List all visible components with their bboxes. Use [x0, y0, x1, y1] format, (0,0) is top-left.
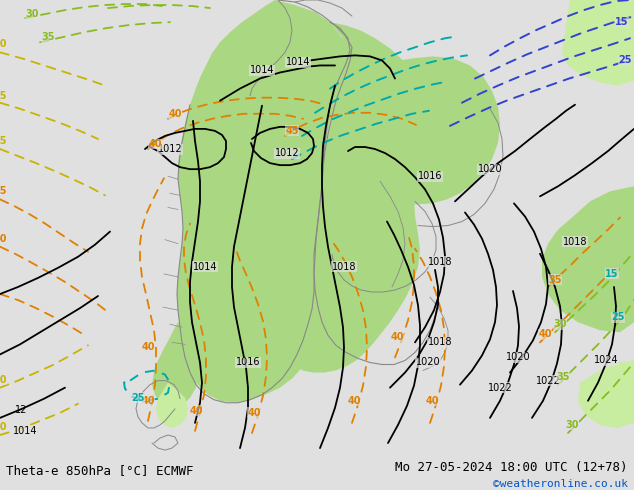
Text: 40: 40 [425, 396, 439, 406]
Text: 40: 40 [190, 406, 203, 416]
Text: 30: 30 [0, 39, 7, 49]
Text: 1018: 1018 [428, 257, 452, 267]
Text: 1020: 1020 [477, 164, 502, 174]
Text: 40: 40 [0, 234, 7, 244]
Text: 35: 35 [548, 275, 562, 285]
Text: 35: 35 [0, 186, 7, 196]
Text: 12: 12 [15, 405, 27, 415]
Polygon shape [346, 56, 500, 204]
Text: 1014: 1014 [286, 57, 310, 68]
Text: 40: 40 [168, 109, 182, 119]
Polygon shape [177, 0, 355, 403]
Text: 1016: 1016 [236, 358, 260, 368]
Text: 1022: 1022 [488, 383, 512, 392]
Text: 1016: 1016 [418, 171, 443, 181]
Text: 25: 25 [611, 312, 624, 322]
Text: 30: 30 [0, 375, 7, 385]
Text: 1020: 1020 [506, 352, 530, 363]
Text: 40: 40 [141, 396, 155, 406]
Text: 1012: 1012 [275, 148, 299, 158]
Text: 1018: 1018 [428, 337, 452, 347]
Text: 40: 40 [141, 343, 155, 352]
Text: 35: 35 [41, 32, 55, 42]
Text: 1014: 1014 [13, 426, 37, 436]
Polygon shape [578, 361, 634, 428]
Polygon shape [542, 186, 634, 332]
Text: 40: 40 [347, 396, 361, 406]
Text: Mo 27-05-2024 18:00 UTC (12+78): Mo 27-05-2024 18:00 UTC (12+78) [395, 461, 628, 473]
Text: 45: 45 [285, 126, 299, 136]
Text: 15: 15 [615, 17, 629, 27]
Text: 25: 25 [618, 55, 631, 66]
Text: 40: 40 [148, 139, 162, 149]
Text: 30: 30 [0, 422, 7, 432]
Text: 1018: 1018 [332, 262, 356, 272]
Text: 1018: 1018 [563, 237, 587, 246]
Text: 15: 15 [605, 269, 619, 279]
Text: 40: 40 [391, 332, 404, 343]
Text: 35: 35 [0, 91, 7, 100]
Polygon shape [152, 322, 198, 409]
Text: 1012: 1012 [158, 144, 183, 154]
Text: 40: 40 [247, 408, 261, 418]
Text: 30: 30 [25, 9, 39, 19]
Text: Theta-e 850hPa [°C] ECMWF: Theta-e 850hPa [°C] ECMWF [6, 465, 194, 477]
Text: 40: 40 [538, 329, 552, 339]
Text: 25: 25 [131, 392, 145, 403]
Polygon shape [562, 0, 634, 86]
Text: 30: 30 [553, 319, 567, 329]
Polygon shape [287, 22, 425, 372]
Text: 30: 30 [566, 420, 579, 430]
Text: 1024: 1024 [593, 355, 618, 366]
Text: 1020: 1020 [416, 358, 440, 368]
Text: ©weatheronline.co.uk: ©weatheronline.co.uk [493, 479, 628, 489]
Text: 35: 35 [0, 136, 7, 146]
Text: 1014: 1014 [250, 66, 275, 75]
Text: 35: 35 [556, 371, 570, 382]
Polygon shape [156, 383, 188, 428]
Text: 1022: 1022 [536, 376, 560, 386]
Text: 1014: 1014 [193, 262, 217, 272]
